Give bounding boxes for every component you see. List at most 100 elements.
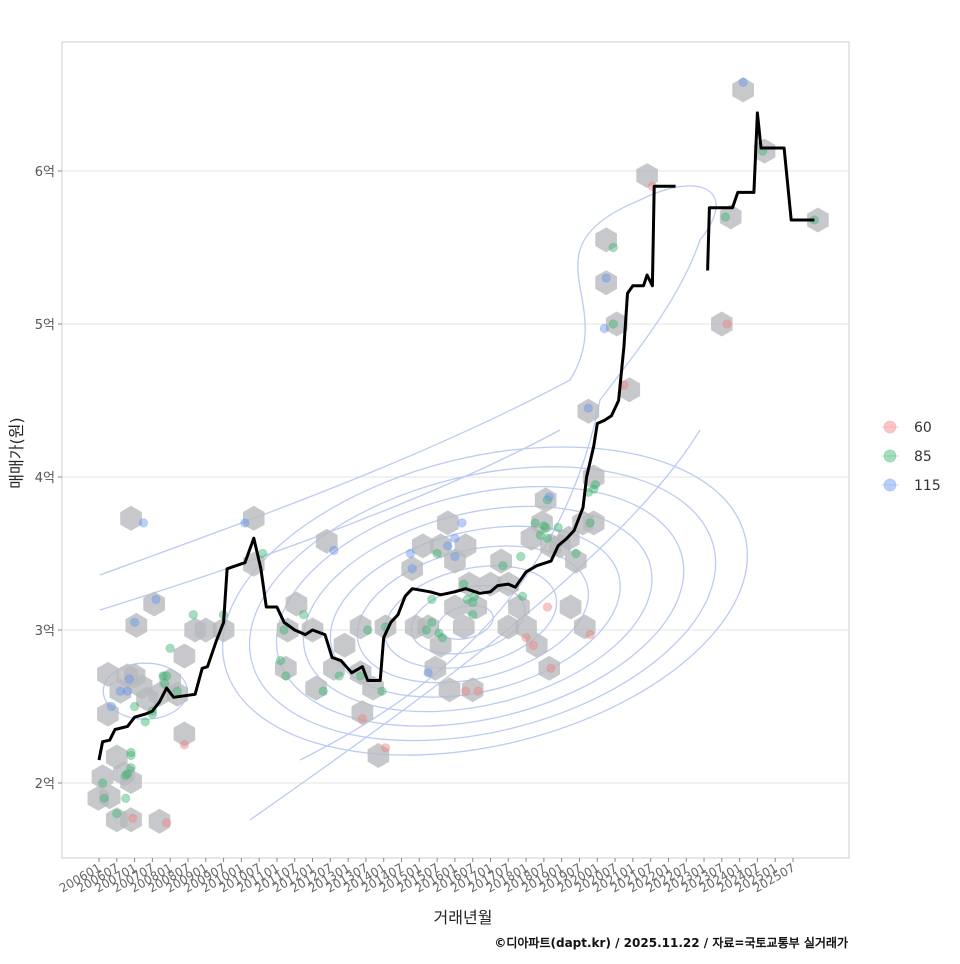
data-point-115	[423, 668, 433, 678]
data-point-85	[590, 479, 601, 490]
density-contour	[99, 185, 717, 761]
data-point-85	[165, 643, 175, 654]
hexbin-cell	[525, 632, 548, 658]
data-point-85	[140, 717, 150, 727]
hexbin-cell	[606, 311, 628, 337]
hexbin-cell	[148, 808, 171, 834]
hexbin-cell	[515, 614, 537, 640]
data-point-115	[738, 77, 748, 87]
legend-swatch-85	[883, 449, 897, 463]
hexbin-cell	[574, 614, 596, 640]
y-tick-label: 5억	[35, 318, 55, 333]
data-point-85	[467, 597, 478, 608]
data-point-115	[407, 564, 417, 574]
x-axis-title: 거래년월	[434, 908, 493, 927]
data-point-60	[460, 686, 471, 696]
price-line-layer	[97, 111, 815, 761]
data-point-85	[122, 769, 133, 779]
hexbin-cell	[333, 632, 356, 658]
hexbin-cell	[534, 487, 557, 513]
hexbin-cell	[173, 643, 196, 669]
hexbin-cell	[429, 632, 452, 658]
legend-swatch-115	[883, 478, 897, 492]
legend-label-60: 60	[914, 420, 932, 436]
hexbin-cell	[465, 594, 488, 620]
hexbin-cell	[531, 510, 553, 536]
data-point-85	[421, 625, 432, 635]
data-point-85	[530, 518, 540, 528]
data-point-85	[437, 632, 448, 643]
hexbin-cell	[636, 163, 658, 189]
points-layer	[97, 77, 820, 828]
hexbin-cell	[559, 594, 582, 620]
hexbin-cell	[508, 594, 530, 620]
data-point-115	[450, 533, 460, 543]
data-point-115	[443, 541, 453, 551]
data-point-85	[588, 484, 599, 494]
data-point-85	[427, 594, 437, 605]
y-tick-label: 3억	[35, 624, 55, 639]
legend-label-85: 85	[914, 449, 932, 465]
data-point-85	[542, 495, 553, 505]
data-point-85	[462, 594, 473, 605]
y-tick-label: 2억	[35, 777, 55, 792]
data-point-60	[546, 663, 556, 673]
hexbin-cell	[367, 743, 390, 768]
data-point-60	[128, 813, 138, 823]
hexbin-cell	[618, 377, 641, 403]
data-point-115	[115, 686, 126, 696]
data-point-115	[124, 674, 134, 684]
data-point-85	[377, 686, 387, 696]
data-point-85	[298, 610, 309, 620]
data-point-85	[120, 770, 131, 781]
data-point-85	[553, 522, 563, 533]
data-point-85	[112, 808, 122, 819]
hexbin-cell	[438, 677, 461, 703]
hexbin-cell	[497, 614, 520, 640]
data-point-115	[122, 686, 133, 696]
hexbin-cell	[437, 510, 459, 536]
data-point-85	[467, 610, 478, 620]
data-point-85	[188, 610, 199, 620]
data-point-85	[172, 686, 182, 696]
data-point-85	[535, 530, 546, 540]
data-point-115	[405, 548, 416, 559]
y-tick-label: 4억	[35, 471, 55, 486]
data-point-60	[585, 629, 595, 640]
hexbin-cell	[305, 675, 327, 701]
data-point-85	[318, 686, 328, 696]
data-point-85	[720, 212, 731, 222]
hexbin-cell	[194, 617, 217, 643]
hexbin-cell	[490, 548, 512, 574]
hexbin-cell	[807, 207, 829, 233]
hexbin-cell	[349, 614, 372, 640]
hexbin-cell	[753, 138, 776, 164]
data-point-85	[97, 778, 108, 788]
density-contour	[275, 485, 685, 727]
data-point-115	[583, 403, 594, 413]
data-point-85	[571, 548, 581, 559]
data-point-85	[516, 551, 526, 562]
hexbin-cell	[120, 505, 142, 531]
data-point-60	[357, 714, 368, 724]
hexbin-cell	[711, 311, 733, 337]
data-point-85	[275, 655, 286, 666]
data-point-115	[450, 551, 460, 562]
data-point-85	[432, 548, 442, 559]
data-point-85	[540, 522, 551, 533]
data-point-115	[138, 518, 149, 528]
data-point-85	[129, 701, 140, 712]
density-contour	[329, 525, 621, 698]
data-point-85	[161, 671, 172, 681]
data-point-85	[99, 793, 110, 803]
hexbin-cell	[577, 398, 600, 424]
data-point-85	[160, 678, 170, 689]
hexbin-cell	[351, 700, 374, 726]
hexbin-cell	[243, 505, 265, 531]
density-contour	[99, 429, 561, 611]
density-contour	[248, 466, 717, 742]
data-point-85	[498, 561, 508, 571]
data-point-60	[179, 740, 190, 750]
